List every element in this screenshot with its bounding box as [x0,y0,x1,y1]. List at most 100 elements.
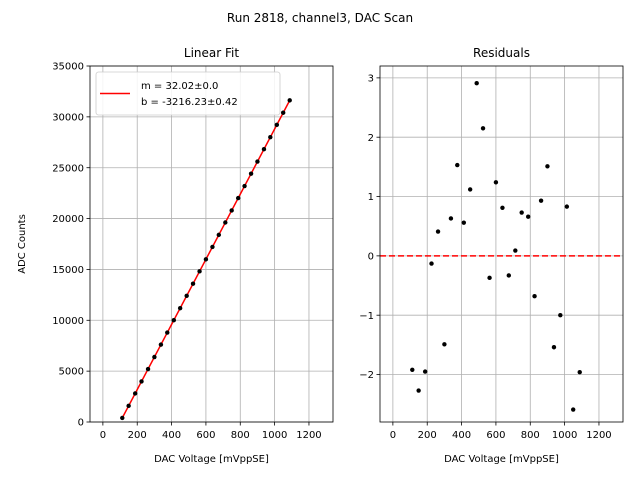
residuals-data-point [513,248,518,253]
linear-fit-data-point [177,305,183,311]
residuals-data-point [429,261,434,266]
linear-fit-y-tick-label: 15000 [52,265,84,276]
residuals-y-tick-label: −1 [359,311,374,322]
residuals-data-point [416,388,421,393]
linear-fit-data-point [184,293,189,298]
residuals-data-point [474,81,479,86]
linear-fit-x-tick-label: 1000 [262,430,287,441]
residuals-data-point [422,369,428,374]
linear-fit-data-point [165,330,170,335]
residuals-data-point [526,214,531,219]
linear-fit-x-tick-label: 400 [162,430,181,441]
linear-fit-legend-entry: m = 32.02±0.0 [141,81,218,92]
linear-fit-data-point [274,122,280,127]
linear-fit-x-axis-label: DAC Voltage [mVppSE] [154,454,269,465]
linear-fit-data-point [236,195,241,201]
residuals-data-point [448,216,454,221]
residuals-data-point [545,164,550,169]
residuals-y-tick-label: 0 [368,251,374,262]
linear-fit-data-point [248,171,254,176]
linear-fit-x-tick-label: 1200 [296,430,321,441]
linear-fit-y-tick-label: 0 [78,418,84,429]
linear-fit-title: Linear Fit [184,46,239,60]
residuals-data-point [570,407,576,412]
residuals-data-point [538,198,544,203]
residuals-data-point [577,369,582,375]
linear-fit-data-point [120,415,125,421]
figure-suptitle: Run 2818, channel3, DAC Scan [227,11,413,25]
residuals-x-tick-label: 1200 [586,430,611,441]
linear-fit-x-tick-label: 600 [196,430,215,441]
linear-fit-grid [90,65,333,423]
linear-fit-legend: m = 32.02±0.0 b = -3216.23±0.42 [95,71,281,116]
residuals-marks [380,81,623,412]
linear-fit-x-tick-label: 0 [100,430,106,441]
residuals-y-tick-label: −2 [359,370,374,381]
residuals-data-point [455,162,460,168]
residuals-data-point [461,220,467,225]
linear-fit-legend-entry: b = -3216.23±0.42 [141,97,238,108]
residuals-data-point [493,180,499,185]
linear-fit-data-point [280,110,286,115]
residuals-data-point [564,204,570,209]
residuals-data-point [500,205,505,211]
linear-fit-panel: 0 200 400 600 800 1000 1200 0 5000 10000 15000 2000… [17,46,334,465]
residuals-axes-frame [379,65,624,423]
residuals-title: Residuals [473,46,530,60]
linear-fit-data-point [197,269,202,274]
residuals-x-tick-label: 1000 [552,430,577,441]
linear-fit-ticks: 0 200 400 600 800 1000 1200 0 5000 10000 15000 2000… [52,62,321,441]
residuals-x-tick-label: 200 [418,430,437,441]
linear-fit-data-point [152,354,157,360]
residuals-x-axis-label: DAC Voltage [mVppSE] [444,454,559,465]
residuals-data-point [551,345,557,350]
linear-fit-axes-frame [89,65,334,423]
residuals-y-tick-label: 1 [368,192,374,203]
linear-fit-data-point [139,379,144,384]
linear-fit-y-tick-label: 20000 [52,214,84,225]
linear-fit-data-point [132,391,138,396]
linear-fit-data-point [190,281,196,286]
linear-fit-x-tick-label: 200 [128,430,147,441]
linear-fit-data-point [210,244,215,250]
linear-fit-data-point [268,134,273,140]
linear-fit-y-tick-label: 10000 [52,316,84,327]
residuals-data-point [532,294,537,299]
linear-fit-y-tick-label: 5000 [59,367,84,378]
linear-fit-y-tick-label: 25000 [52,163,84,174]
residuals-ticks: 0 200 400 600 800 1000 1200 −2 −1 0 1 2 3 [359,73,611,441]
linear-fit-data-point [158,342,164,347]
residuals-grid [380,66,623,422]
residuals-data-point [435,229,441,234]
residuals-x-tick-label: 800 [521,430,540,441]
residuals-data-point [410,367,415,372]
linear-fit-data-point [126,403,131,409]
linear-fit-data-point [242,183,247,189]
residuals-x-tick-label: 400 [452,430,471,441]
residuals-data-point [442,342,447,347]
linear-fit-data-point [216,232,221,238]
linear-fit-data-point [203,257,209,262]
residuals-x-tick-label: 0 [390,430,396,441]
linear-fit-data-point [223,220,228,225]
residuals-data-point [519,210,524,215]
residuals-data-point [558,313,563,318]
linear-fit-data-point [145,366,151,372]
residuals-data-point [487,275,492,281]
linear-fit-data-point [229,208,234,213]
residuals-y-tick-label: 3 [368,73,374,84]
linear-fit-data-point [171,318,177,323]
residuals-y-tick-label: 2 [368,133,374,144]
residuals-x-tick-label: 600 [486,430,505,441]
linear-fit-y-tick-label: 35000 [52,62,84,73]
linear-fit-data-point [261,147,267,152]
linear-fit-marks [120,98,292,421]
residuals-data-point [506,273,511,278]
linear-fit-y-tick-label: 30000 [52,112,84,123]
residuals-data-point [467,187,473,192]
linear-fit-data-point [255,159,260,164]
linear-fit-y-axis-label: ADC Counts [17,214,28,274]
